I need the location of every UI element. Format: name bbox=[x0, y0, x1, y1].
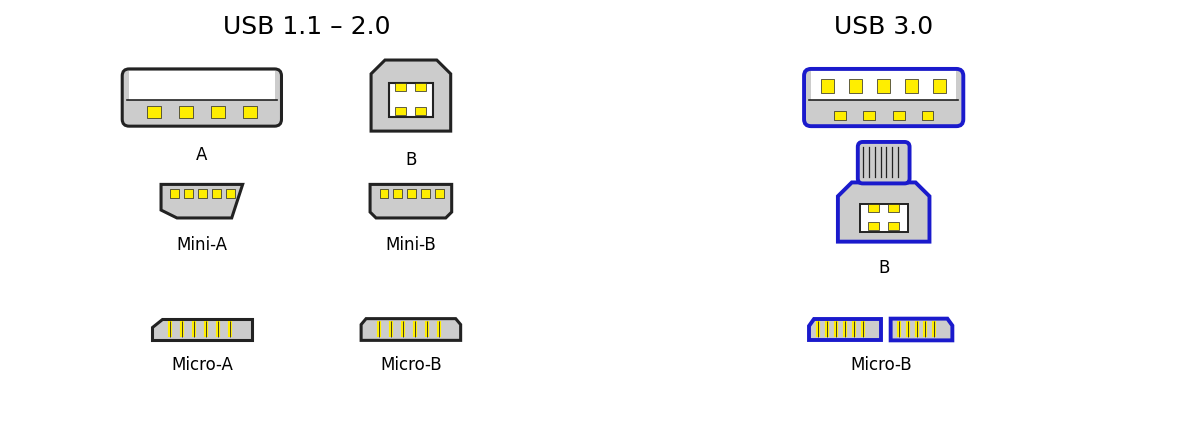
Bar bbox=[888, 204, 899, 212]
Bar bbox=[905, 79, 918, 93]
Bar bbox=[242, 106, 257, 118]
Bar bbox=[227, 189, 235, 198]
Bar bbox=[198, 189, 208, 198]
Bar bbox=[863, 111, 875, 120]
Bar bbox=[148, 106, 161, 118]
Bar bbox=[421, 189, 431, 198]
Bar bbox=[834, 111, 846, 120]
Bar bbox=[170, 189, 180, 198]
Polygon shape bbox=[371, 60, 451, 131]
Polygon shape bbox=[152, 319, 252, 341]
Text: Micro-A: Micro-A bbox=[170, 356, 233, 374]
Bar bbox=[379, 189, 389, 198]
Bar bbox=[394, 189, 402, 198]
Bar bbox=[179, 106, 193, 118]
Bar bbox=[859, 204, 907, 232]
Polygon shape bbox=[361, 319, 461, 341]
Bar bbox=[850, 79, 863, 93]
FancyBboxPatch shape bbox=[122, 69, 282, 126]
Text: Micro-B: Micro-B bbox=[380, 356, 442, 374]
Text: Mini-A: Mini-A bbox=[176, 236, 227, 254]
Text: A: A bbox=[878, 146, 889, 164]
Bar bbox=[212, 189, 221, 198]
Bar bbox=[877, 79, 890, 93]
Bar bbox=[407, 189, 416, 198]
Bar bbox=[932, 79, 946, 93]
Text: USB 1.1 – 2.0: USB 1.1 – 2.0 bbox=[223, 15, 390, 39]
Bar bbox=[396, 108, 407, 115]
Polygon shape bbox=[890, 319, 953, 341]
Bar bbox=[922, 111, 934, 120]
FancyBboxPatch shape bbox=[858, 142, 910, 184]
Bar bbox=[415, 83, 426, 91]
Bar bbox=[130, 71, 275, 100]
Bar bbox=[869, 222, 880, 230]
Polygon shape bbox=[838, 182, 930, 242]
Text: B: B bbox=[878, 259, 889, 277]
Bar bbox=[415, 108, 426, 115]
Bar bbox=[893, 111, 905, 120]
Text: USB 3.0: USB 3.0 bbox=[834, 15, 934, 39]
Bar bbox=[211, 106, 224, 118]
Bar bbox=[396, 83, 407, 91]
Bar bbox=[389, 83, 433, 117]
Text: B: B bbox=[406, 151, 416, 169]
Bar bbox=[869, 204, 880, 212]
Polygon shape bbox=[370, 184, 451, 218]
Text: Mini-B: Mini-B bbox=[385, 236, 437, 254]
Bar bbox=[822, 79, 834, 93]
Bar bbox=[436, 189, 444, 198]
Bar bbox=[888, 222, 899, 230]
Text: Micro-B: Micro-B bbox=[850, 356, 912, 374]
Bar bbox=[185, 189, 193, 198]
Polygon shape bbox=[809, 319, 881, 341]
Bar bbox=[811, 71, 956, 100]
FancyBboxPatch shape bbox=[804, 69, 964, 126]
Polygon shape bbox=[161, 184, 242, 218]
Text: A: A bbox=[196, 146, 208, 164]
